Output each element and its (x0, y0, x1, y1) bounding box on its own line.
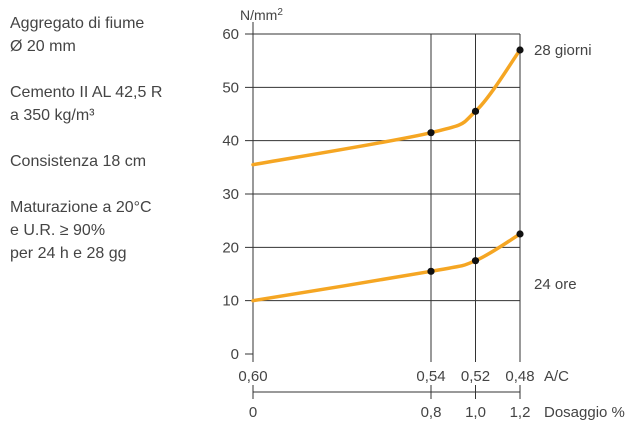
grid (245, 33, 521, 355)
series-label: 28 giorni (534, 42, 592, 59)
dosage-tick-label: 0 (249, 404, 257, 421)
y-tick-label: 40 (222, 133, 239, 150)
note-line: Aggregato di fiume (10, 15, 145, 32)
y-tick-label: 30 (222, 186, 239, 203)
y-tick-label: 50 (222, 79, 239, 96)
y-unit-base: N/mm (240, 7, 277, 23)
note-line: per 24 h e 28 gg (10, 245, 127, 262)
dosage-tick-label: 1,0 (465, 404, 486, 421)
x-axis-label-ac: A/C (544, 368, 569, 385)
axes (252, 22, 521, 399)
data-point (427, 267, 435, 275)
note-block: Consistenza 18 cm (10, 150, 225, 173)
series-line-24-ore (251, 232, 522, 303)
y-tick-label: 60 (222, 26, 239, 43)
data-point (516, 230, 524, 238)
data-point (516, 46, 524, 54)
y-tick-label: 0 (231, 346, 239, 363)
y-tick-label: 10 (222, 293, 239, 310)
dosage-tick-label: 1,2 (510, 404, 531, 421)
x-tick-label: 0,54 (416, 368, 445, 385)
dosage-tick-label: 0,8 (421, 404, 442, 421)
y-unit-superscript: 2 (277, 7, 283, 18)
note-line: Cemento II AL 42,5 R (10, 84, 163, 101)
note-block: Cemento II AL 42,5 R a 350 kg/m³ (10, 81, 225, 127)
note-line: e U.R. ≥ 90% (10, 222, 106, 239)
y-tick-label: 20 (222, 239, 239, 256)
series-line-28-giorni (251, 48, 522, 167)
x-tick-label: 0,52 (461, 368, 490, 385)
x-axis-label-dosage: Dosaggio % (544, 404, 625, 421)
y-unit-label: N/mm2 (240, 7, 283, 23)
note-block: Maturazione a 20°C e U.R. ≥ 90% per 24 h e… (10, 196, 225, 265)
x-tick-label: 0,60 (238, 368, 267, 385)
x-tick-label: 0,48 (505, 368, 534, 385)
note-line: a 350 kg/m³ (10, 107, 95, 124)
note-line: Ø 20 mm (10, 38, 76, 55)
curves (251, 46, 524, 303)
data-point (471, 107, 480, 115)
data-point (471, 257, 480, 265)
note-block: Aggregato di fiume Ø 20 mm (10, 12, 225, 58)
note-line: Maturazione a 20°C (10, 199, 152, 216)
labels: 0 10 20 30 40 50 60 0,60 0,54 0,52 0,48 A/C 0 0,8 1,0 1… (222, 7, 625, 421)
series-label: 24 ore (534, 276, 577, 293)
data-point (427, 129, 435, 137)
notes-panel: Aggregato di fiume Ø 20 mm Cemento II AL 4… (10, 12, 225, 288)
note-line: Consistenza 18 cm (10, 153, 147, 170)
